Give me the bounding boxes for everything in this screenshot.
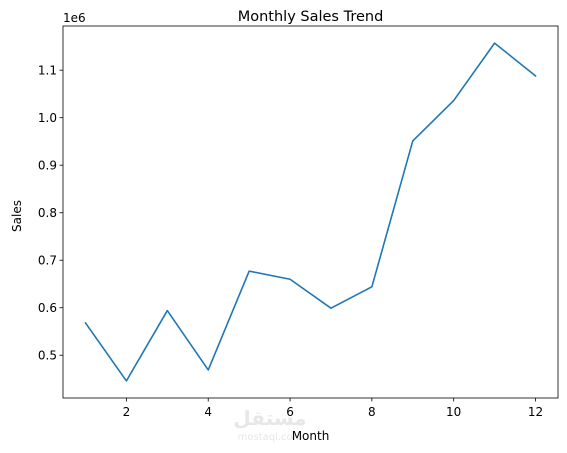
chart-title: Monthly Sales Trend bbox=[238, 9, 384, 25]
watermark: مستقل mostaql.com bbox=[233, 406, 306, 443]
y-tick-label: 0.9 bbox=[38, 159, 57, 173]
y-axis-ticks: 0.5 0.6 0.7 0.8 0.9 1.0 1.1 bbox=[38, 63, 63, 363]
x-tick-label: 2 bbox=[123, 405, 131, 419]
y-tick-label: 0.8 bbox=[38, 206, 57, 220]
x-axis-label: Month bbox=[292, 429, 330, 443]
x-tick-label: 10 bbox=[446, 405, 461, 419]
watermark-url-text: mostaql.com bbox=[238, 432, 303, 443]
y-tick-label: 1.0 bbox=[38, 111, 57, 125]
series-layer bbox=[84, 42, 537, 382]
y-axis-offset-text: 1e6 bbox=[63, 11, 86, 25]
x-axis-ticks: 2 4 6 8 10 12 bbox=[123, 398, 543, 419]
sales-series-line bbox=[84, 42, 537, 382]
y-axis-label: Sales bbox=[10, 200, 24, 232]
axes-frame bbox=[62, 25, 559, 399]
x-tick-label: 4 bbox=[204, 405, 212, 419]
x-tick-label: 6 bbox=[286, 405, 294, 419]
y-tick-label: 0.5 bbox=[38, 349, 57, 363]
y-tick-label: 0.7 bbox=[38, 254, 57, 268]
watermark-logo-text: مستقل bbox=[233, 406, 306, 430]
x-tick-label: 8 bbox=[368, 405, 376, 419]
y-tick-label: 0.6 bbox=[38, 301, 57, 315]
y-tick-label: 1.1 bbox=[38, 63, 57, 77]
x-tick-label: 12 bbox=[528, 405, 543, 419]
plot-area bbox=[63, 26, 558, 398]
